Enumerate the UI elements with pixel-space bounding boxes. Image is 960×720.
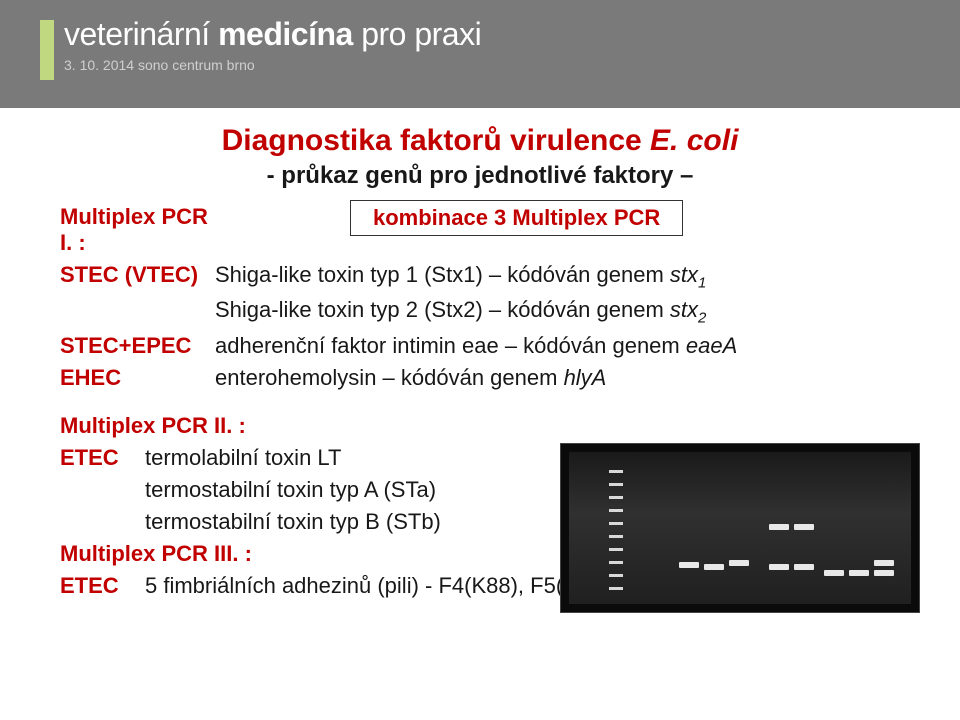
row-pcr2-header: Multiplex PCR II. : <box>60 413 900 439</box>
header-subtitle: 3. 10. 2014 sono centrum brno <box>64 57 481 73</box>
text-hlya: enterohemolysin – kódóván genem hlyA <box>215 365 606 391</box>
header-title-bold: medicína <box>218 16 361 52</box>
text-stb: termostabilní toxin typ B (STb) <box>145 509 441 535</box>
main-title-text: Diagnostika faktorů virulence <box>222 124 650 157</box>
block-pcr2: Multiplex PCR II. : ETEC termolabilní to… <box>60 413 900 599</box>
label-stec-epec: STEC+EPEC <box>60 333 215 359</box>
row-stx2: Shiga-like toxin typ 2 (Stx2) – kódóván … <box>60 297 900 326</box>
gel-ladder <box>609 470 623 590</box>
main-title-italic: E. coli <box>650 124 738 157</box>
gel-lanes <box>569 452 911 604</box>
gel-image <box>560 443 920 613</box>
text-eaea: adherenční faktor intimin eae – kódóván … <box>215 333 737 359</box>
label-ehec: EHEC <box>60 365 215 391</box>
text-stx2: Shiga-like toxin typ 2 (Stx2) – kódóván … <box>215 297 706 326</box>
pcr-combo-box: kombinace 3 Multiplex PCR <box>350 200 683 236</box>
label-multiplex2: Multiplex PCR II. : <box>60 413 246 439</box>
row-stec-vtec: STEC (VTEC) Shiga-like toxin typ 1 (Stx1… <box>60 262 900 291</box>
label-multiplex1: Multiplex PCR I. : <box>60 204 215 256</box>
label-stec-vtec: STEC (VTEC) <box>60 262 215 288</box>
header-title-suffix: pro praxi <box>361 16 481 52</box>
header-title-prefix: veterinární <box>64 16 218 52</box>
text-sta: termostabilní toxin typ A (STa) <box>145 477 436 503</box>
label-multiplex3: Multiplex PCR III. : <box>60 541 252 567</box>
label-etec1: ETEC <box>60 445 145 471</box>
header: veterinární medicína pro praxi 3. 10. 20… <box>0 0 960 108</box>
header-accent-bar <box>40 20 54 80</box>
slide-content: Diagnostika faktorů virulence E. coli - … <box>0 108 960 720</box>
header-text: veterinární medicína pro praxi 3. 10. 20… <box>64 16 481 73</box>
header-title: veterinární medicína pro praxi <box>64 16 481 53</box>
main-title: Diagnostika faktorů virulence E. coli <box>60 124 900 158</box>
text-lt: termolabilní toxin LT <box>145 445 341 471</box>
subtitle: - průkaz genů pro jednotlivé faktory – <box>60 162 900 190</box>
row-ehec: EHEC enterohemolysin – kódóván genem hly… <box>60 365 900 391</box>
label-etec2: ETEC <box>60 573 145 599</box>
block-pcr1: kombinace 3 Multiplex PCR Multiplex PCR … <box>60 204 900 391</box>
row-stec-epec: STEC+EPEC adherenční faktor intimin eae … <box>60 333 900 359</box>
text-stx1: Shiga-like toxin typ 1 (Stx1) – kódóván … <box>215 262 706 291</box>
